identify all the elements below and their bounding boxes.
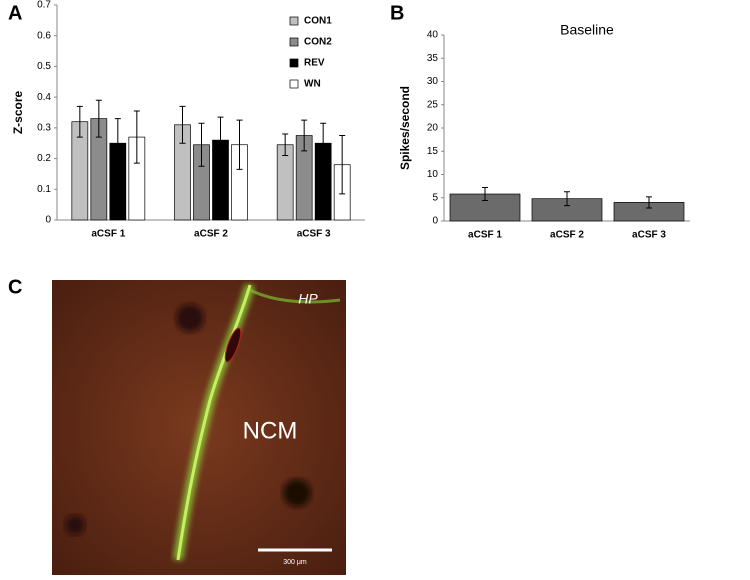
legend-swatch bbox=[289, 79, 299, 89]
image-label: NCM bbox=[243, 417, 298, 444]
error-bar bbox=[95, 99, 102, 138]
y-tick-label: 40 bbox=[427, 30, 439, 41]
micrograph bbox=[52, 280, 346, 575]
panel-label: B bbox=[390, 2, 404, 24]
y-tick-label: 30 bbox=[427, 76, 439, 87]
error-bar bbox=[114, 118, 121, 169]
image-label: HP bbox=[298, 291, 318, 307]
y-tick-label: 5 bbox=[432, 192, 438, 203]
y-axis-label: Z-score bbox=[11, 91, 25, 135]
y-tick-label: 0.2 bbox=[37, 153, 51, 164]
legend-swatch bbox=[289, 58, 299, 68]
error-bar bbox=[301, 119, 308, 152]
legend-swatch bbox=[289, 16, 299, 26]
y-tick-label: 0.3 bbox=[37, 122, 51, 133]
error-bar bbox=[236, 119, 243, 170]
x-tick-label: aCSF 1 bbox=[91, 229, 125, 240]
error-bar bbox=[76, 105, 83, 138]
y-tick-label: 0.5 bbox=[37, 61, 51, 72]
y-tick-label: 20 bbox=[427, 123, 439, 134]
panel-label: A bbox=[8, 2, 22, 24]
legend-swatch bbox=[289, 37, 299, 47]
chart-title: Baseline bbox=[560, 22, 614, 38]
error-bar bbox=[320, 122, 327, 164]
y-tick-label: 25 bbox=[427, 99, 439, 110]
legend-label: WN bbox=[304, 79, 321, 90]
y-tick-label: 35 bbox=[427, 53, 439, 64]
x-tick-label: aCSF 2 bbox=[550, 230, 584, 241]
y-axis-label: Spikes/second bbox=[398, 86, 412, 170]
error-bar bbox=[198, 122, 205, 167]
panel-label: C bbox=[8, 276, 22, 298]
y-tick-label: 0 bbox=[45, 215, 51, 226]
y-tick-label: 0 bbox=[432, 216, 438, 227]
legend-label: CON2 bbox=[304, 37, 332, 48]
scale-bar-label: 300 μm bbox=[283, 559, 307, 566]
legend-label: CON1 bbox=[304, 16, 332, 27]
y-tick-label: 15 bbox=[427, 146, 439, 157]
x-tick-label: aCSF 3 bbox=[632, 230, 666, 241]
y-tick-label: 0.4 bbox=[37, 92, 51, 103]
error-bar bbox=[339, 135, 346, 195]
x-tick-label: aCSF 3 bbox=[297, 229, 331, 240]
bar bbox=[276, 144, 294, 221]
legend-label: REV bbox=[304, 58, 325, 69]
y-tick-label: 0.1 bbox=[37, 184, 51, 195]
x-tick-label: aCSF 2 bbox=[194, 229, 228, 240]
error-bar bbox=[282, 133, 289, 156]
error-bar bbox=[564, 191, 570, 207]
x-tick-label: aCSF 1 bbox=[468, 230, 502, 241]
error-bar bbox=[646, 196, 652, 209]
error-bar bbox=[133, 110, 140, 164]
error-bar bbox=[179, 105, 186, 144]
y-tick-label: 0.6 bbox=[37, 30, 51, 41]
error-bar bbox=[482, 187, 488, 202]
y-tick-label: 10 bbox=[427, 169, 439, 180]
y-tick-label: 0.7 bbox=[37, 0, 51, 11]
error-bar bbox=[217, 116, 224, 164]
